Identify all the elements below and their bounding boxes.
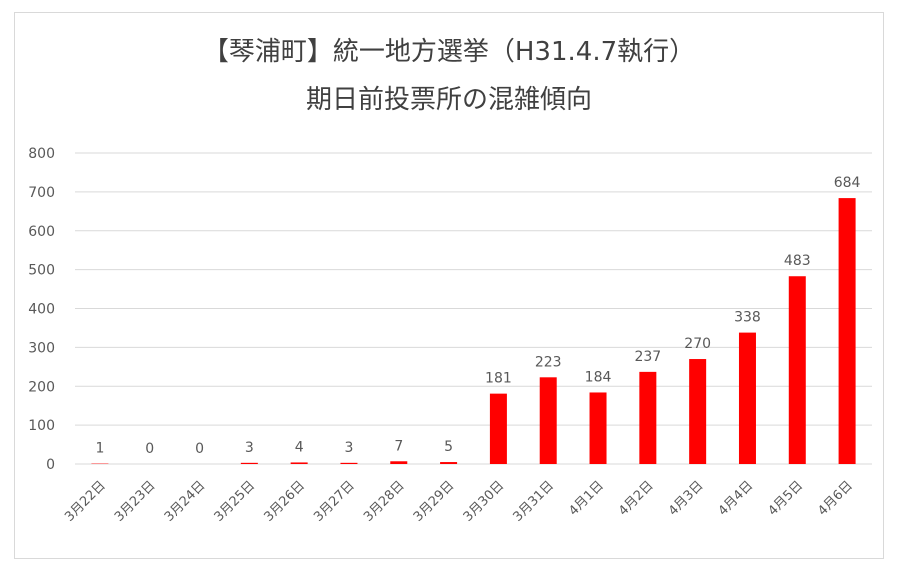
data-label: 7 [394,438,403,454]
chart-frame [14,12,884,559]
x-tick-label: 4月1日 [566,478,607,519]
x-tick-label: 4月4日 [716,478,757,519]
bar [738,332,756,464]
bar [689,359,707,464]
bar [489,393,507,464]
bar [639,371,657,464]
x-tick-label: 3月26日 [261,478,308,525]
y-tick-label: 400 [28,302,55,318]
data-label: 338 [734,310,761,326]
x-tick-label: 3月23日 [112,478,159,525]
data-label: 483 [784,253,811,269]
y-axis-ticks: 0 100 200 300 400 500 600 700 800 [28,146,55,473]
bar [788,276,806,464]
x-tick-label: 4月6日 [815,478,856,519]
y-tick-label: 100 [28,418,55,434]
bars [91,198,856,464]
x-tick-label: 3月25日 [212,478,259,525]
y-tick-label: 0 [46,457,55,473]
bar [390,461,408,464]
x-tick-label: 3月22日 [62,478,109,525]
bar [290,462,308,464]
data-label: 270 [684,336,711,352]
x-tick-label: 3月31日 [510,478,557,525]
x-tick-label: 4月5日 [765,478,806,519]
x-tick-label: 3月27日 [311,478,358,525]
y-tick-label: 300 [28,340,55,356]
data-label: 181 [485,371,512,387]
data-label: 4 [295,439,304,455]
x-tick-label: 3月30日 [461,478,508,525]
chart-subtitle: 期日前投票所の混雑傾向 [305,85,592,115]
x-axis-ticks: 3月22日 3月23日 3月24日 3月25日 3月26日 3月27日 3月28日 3月29日… [62,478,856,525]
bar [589,392,607,464]
y-tick-label: 500 [28,263,55,279]
bar [340,462,358,464]
data-label: 3 [245,440,254,456]
bar [539,377,557,464]
bar [838,198,856,464]
y-tick-label: 700 [28,185,55,201]
data-label: 184 [585,369,612,385]
data-label: 237 [634,349,661,365]
bar [440,462,458,464]
y-tick-label: 800 [28,146,55,162]
data-label: 5 [444,439,453,455]
data-label: 3 [345,440,354,456]
data-label: 0 [195,441,204,457]
bar [240,462,258,464]
x-tick-label: 4月2日 [616,478,657,519]
data-label: 684 [834,175,861,191]
x-tick-label: 3月28日 [361,478,408,525]
x-tick-label: 3月29日 [411,478,458,525]
y-tick-label: 200 [28,379,55,395]
data-label: 223 [535,354,562,370]
x-tick-label: 4月3日 [666,478,707,519]
data-label: 0 [145,441,154,457]
chart-title: 【琴浦町】統一地方選挙（H31.4.7執行） [202,37,696,67]
data-labels: 1 0 0 3 4 3 7 5 181 223 184 237 270 338 483 684 [95,175,860,457]
data-label: 1 [95,441,104,457]
x-tick-label: 3月24日 [162,478,209,525]
y-tick-label: 600 [28,224,55,240]
